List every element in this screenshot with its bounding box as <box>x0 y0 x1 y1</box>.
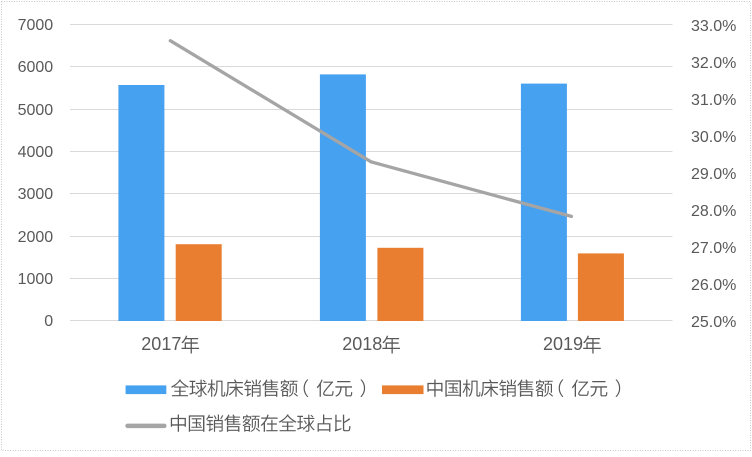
svg-text:33.0%: 33.0% <box>691 18 736 35</box>
svg-text:4000: 4000 <box>18 144 54 161</box>
svg-text:3000: 3000 <box>18 186 54 203</box>
svg-text:2019: 2019 <box>543 334 583 354</box>
svg-text:2017: 2017 <box>141 334 181 354</box>
svg-text:0: 0 <box>44 313 53 330</box>
svg-text:31.0%: 31.0% <box>691 92 736 109</box>
svg-text:1000: 1000 <box>18 271 54 288</box>
svg-text:27.0%: 27.0% <box>691 240 736 257</box>
svg-text:5000: 5000 <box>18 102 54 119</box>
svg-text:2018: 2018 <box>342 334 382 354</box>
svg-text:6000: 6000 <box>18 59 54 76</box>
svg-text:25.0%: 25.0% <box>691 314 736 331</box>
svg-text:2000: 2000 <box>18 229 54 246</box>
svg-text:7000: 7000 <box>18 17 54 34</box>
svg-text:30.0%: 30.0% <box>691 129 736 146</box>
svg-text:26.0%: 26.0% <box>691 277 736 294</box>
svg-text:28.0%: 28.0% <box>691 203 736 220</box>
svg-text:32.0%: 32.0% <box>691 55 736 72</box>
svg-text:29.0%: 29.0% <box>691 166 736 183</box>
